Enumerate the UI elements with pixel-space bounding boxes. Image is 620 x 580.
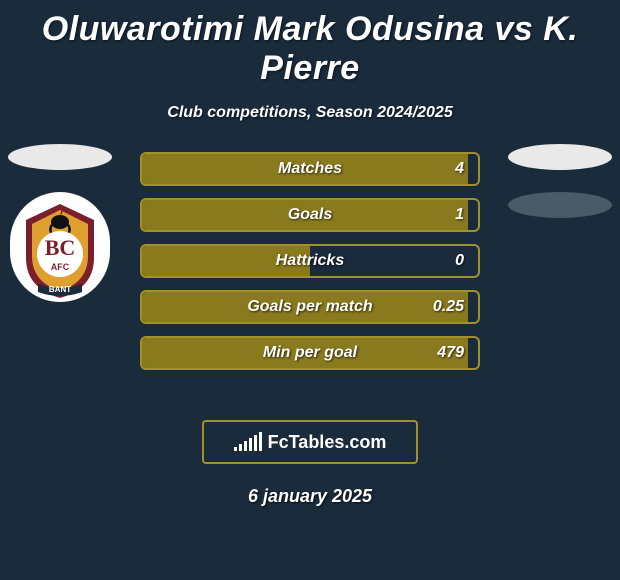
page-title: Oluwarotimi Mark Odusina vs K. Pierre xyxy=(0,0,620,88)
stat-value: 1 xyxy=(455,200,464,230)
stat-row: Goals per match0.25 xyxy=(140,290,480,324)
bar-icon xyxy=(239,444,242,451)
stat-row: Hattricks0 xyxy=(140,244,480,278)
badge-initials: BC xyxy=(45,235,76,260)
stat-value: 479 xyxy=(437,338,464,368)
left-player-column: BC AFC BANT xyxy=(0,144,120,302)
brand-bars-icon xyxy=(234,433,262,451)
badge-banner: BANT xyxy=(49,285,71,294)
stat-row: Min per goal479 xyxy=(140,336,480,370)
brand-text: FcTables.com xyxy=(268,432,387,453)
stat-label: Goals xyxy=(142,200,478,230)
stat-label: Min per goal xyxy=(142,338,478,368)
stat-row: Matches4 xyxy=(140,152,480,186)
stat-row: Goals1 xyxy=(140,198,480,232)
stat-value: 0.25 xyxy=(433,292,464,322)
subtitle: Club competitions, Season 2024/2025 xyxy=(0,104,620,122)
right-player-column xyxy=(500,144,620,240)
snapshot-date: 6 january 2025 xyxy=(0,486,620,507)
bar-icon xyxy=(254,435,257,451)
badge-sub: AFC xyxy=(51,262,70,272)
player-oval xyxy=(508,144,612,170)
stat-label: Hattricks xyxy=(142,246,478,276)
stats-panel: Matches4Goals1Hattricks0Goals per match0… xyxy=(140,152,480,382)
stat-value: 4 xyxy=(455,154,464,184)
player-oval xyxy=(508,192,612,218)
club-badge: BC AFC BANT xyxy=(10,192,110,302)
bar-icon xyxy=(244,441,247,451)
stat-label: Goals per match xyxy=(142,292,478,322)
bar-icon xyxy=(259,432,262,451)
brand-box[interactable]: FcTables.com xyxy=(202,420,418,464)
bar-icon xyxy=(234,447,237,451)
club-badge-svg: BC AFC BANT xyxy=(10,192,110,302)
stat-label: Matches xyxy=(142,154,478,184)
comparison-arena: BC AFC BANT Matches4 Goals1 Hattricks0 Goal… xyxy=(0,152,620,412)
bar-icon xyxy=(249,438,252,451)
stat-value: 0 xyxy=(455,246,464,276)
player-oval xyxy=(8,144,112,170)
